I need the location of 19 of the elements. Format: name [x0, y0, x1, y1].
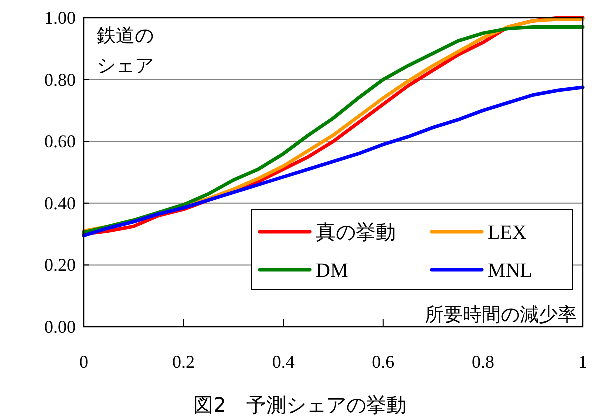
x-tick-label: 0.2: [172, 352, 196, 372]
y-tick-label: 0.60: [44, 132, 76, 152]
y-tick-label: 0.80: [44, 70, 76, 90]
x-tick-label: 0.8: [472, 352, 494, 372]
y-tick-label: 0.20: [44, 255, 76, 276]
legend-label: MNL: [488, 260, 532, 282]
y-tick-label: 1.00: [44, 8, 76, 28]
y-axis-title: 鉄道のシェア: [97, 25, 154, 77]
legend-label: 真の挙動: [316, 220, 396, 244]
x-tick-label: 0.6: [372, 352, 395, 372]
text: 図2 予測シェアの挙動: [194, 393, 406, 417]
y-tick-label: 0.40: [44, 193, 76, 214]
legend-label: LEX: [488, 222, 528, 244]
x-tick-label: 1: [578, 352, 588, 372]
y-tick-label: 0.00: [44, 317, 76, 337]
x-tick-label: 0: [80, 352, 88, 372]
legend-label: DM: [316, 260, 348, 282]
x-tick-label: 0.4: [272, 352, 295, 372]
x-axis-title: 所要時間の減少率: [425, 304, 577, 326]
